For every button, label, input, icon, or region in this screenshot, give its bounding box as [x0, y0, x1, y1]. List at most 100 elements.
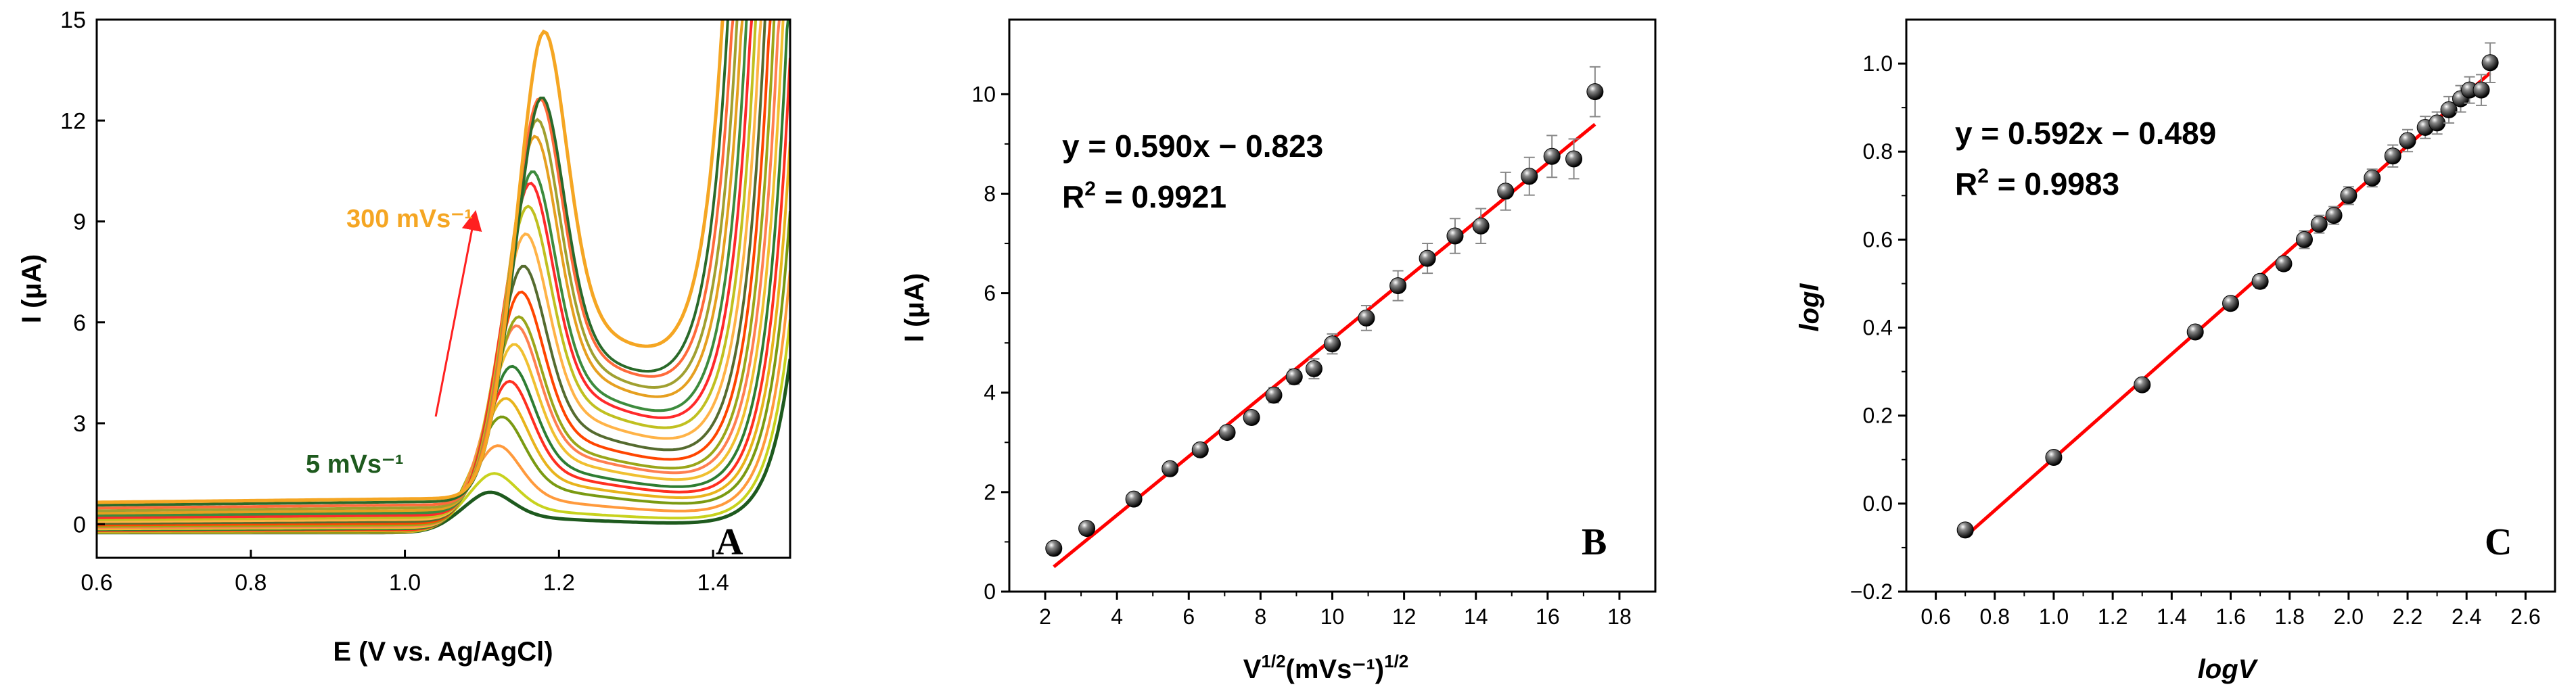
data-point [1162, 460, 1179, 477]
panel-c-plot-frame [1905, 18, 2556, 593]
data-point [2481, 54, 2499, 72]
cv-curve [97, 20, 758, 521]
panel-label-a: A [716, 521, 743, 563]
data-point [2275, 255, 2293, 272]
panel-c-x-tick-label: 2.0 [2334, 604, 2364, 629]
panel-b-xlabel-unit: (mVs⁻¹) [1286, 654, 1385, 684]
data-point [2364, 169, 2381, 187]
data-point [1243, 409, 1260, 427]
panel-b-x-tick-label: 14 [1464, 604, 1488, 629]
annotation-300-mvs: 300 mVs⁻¹ [346, 205, 473, 233]
cv-curve [97, 20, 754, 519]
panel-b-plot-frame [1008, 18, 1657, 593]
data-point [1358, 309, 1375, 327]
data-point [1305, 360, 1322, 377]
scan-direction-arrow [434, 210, 482, 417]
data-point [1521, 168, 1538, 185]
panel-c-x-tick-label: 2.4 [2452, 604, 2481, 629]
panel-b-r2-label: R [1062, 179, 1084, 214]
panel-b-x-tick-label: 10 [1320, 604, 1345, 629]
panel-b-xlabel-sup: 1/2 [1261, 651, 1285, 671]
panel-c-x-tick-label: 2.6 [2510, 604, 2540, 629]
panel-a-y-tick-label: 0 [73, 512, 86, 538]
panel-a-x-tick-label: 0.8 [235, 570, 267, 596]
panel-c-y-tick-label: −0.2 [1850, 579, 1893, 604]
data-point [2325, 207, 2343, 224]
panel-b-equation: y = 0.590x − 0.823 [1062, 128, 1323, 164]
panel-b-r2-sup: 2 [1084, 178, 1096, 200]
panel-b-y-tick-label: 0 [984, 579, 996, 604]
panel-b-x-tick-label: 2 [1039, 604, 1051, 629]
panel-b-y-tick-label: 2 [984, 480, 996, 504]
panel-c-y-axis-label: logI [1795, 283, 1824, 332]
data-point [1125, 490, 1143, 508]
panel-b-ticks: 2 4 6 8 10 12 14 16 18 0 2 4 6 8 10 [971, 82, 1631, 629]
panel-c-data-points [1956, 42, 2499, 539]
panel-b-x-tick-label: 12 [1392, 604, 1417, 629]
panel-b-x-tick-label: 16 [1536, 604, 1560, 629]
cv-curve [97, 20, 724, 504]
panel-c-x-tick-label: 0.6 [1920, 604, 1950, 629]
panel-c-logi-vs-logv: 0.6 0.8 1.0 1.2 1.4 1.6 1.8 2.0 2.2 2.4 2.6 −0.2 0.0… [1795, 18, 2556, 684]
panel-a-y-axis-label: I (μA) [17, 254, 47, 323]
data-point [1472, 217, 1490, 235]
data-point [2429, 114, 2446, 132]
data-point [2134, 376, 2151, 394]
panel-a-y-tick-label: 15 [60, 7, 86, 33]
data-point [2399, 132, 2416, 149]
panel-c-x-axis-label: logV [2198, 654, 2259, 684]
data-point [1285, 368, 1303, 385]
panel-c-y-tick-label: 0.6 [1863, 227, 1893, 252]
panel-c-x-tick-label: 2.2 [2393, 604, 2422, 629]
panel-c-x-tick-label: 1.8 [2274, 604, 2304, 629]
panel-c-r2-sup: 2 [1977, 165, 1989, 187]
panel-c-y-tick-label: 0.4 [1863, 316, 1893, 340]
panel-a-y-tick-label: 12 [60, 108, 86, 134]
cv-curve [97, 20, 748, 517]
data-point [2384, 147, 2401, 165]
cv-curves-group [97, 20, 790, 535]
data-point [2251, 272, 2269, 290]
panel-b-i-vs-sqrt-v: 2 4 6 8 10 12 14 16 18 0 2 4 6 8 10 y = 0.590x − 0.823… [900, 18, 1657, 684]
panel-c-y-tick-label: 0.2 [1863, 404, 1893, 428]
panel-b-x-axis-label: V1/2(mVs⁻¹)1/2 [1243, 651, 1409, 684]
panel-c-equation: y = 0.592x − 0.489 [1955, 116, 2216, 151]
data-point [2310, 216, 2328, 233]
panel-b-x-tick-label: 18 [1607, 604, 1632, 629]
cv-curve [97, 20, 766, 525]
cv-curve [97, 20, 744, 515]
cv-curve [97, 20, 772, 527]
cv-curve [97, 20, 790, 531]
panel-b-y-tick-label: 6 [984, 281, 996, 306]
panel-c-x-tick-label: 0.8 [1980, 604, 2010, 629]
panel-c-x-tick-label: 1.2 [2098, 604, 2128, 629]
data-point [2440, 101, 2458, 118]
panel-c-y-tick-label: 0.8 [1863, 139, 1893, 164]
cv-curve [97, 20, 762, 523]
panel-label-c: C [2485, 521, 2512, 563]
panel-b-y-axis-label: I (μA) [900, 273, 929, 342]
panel-b-y-tick-label: 8 [984, 181, 996, 206]
panel-b-x-tick-label: 8 [1254, 604, 1266, 629]
data-point [1586, 83, 1604, 101]
panel-c-x-tick-label: 1.4 [2157, 604, 2186, 629]
data-point [1078, 520, 1096, 538]
panel-c-y-tick-label: 1.0 [1863, 51, 1893, 76]
data-point [2472, 81, 2490, 99]
panel-a-y-tick-label: 6 [73, 310, 86, 336]
data-point [1324, 335, 1341, 353]
panel-b-r2-value: = 0.9921 [1096, 179, 1226, 214]
panel-b-r-squared: R2 = 0.9921 [1062, 178, 1226, 214]
data-point [2186, 323, 2204, 341]
cv-curve [97, 20, 739, 513]
panel-b-x-tick-label: 6 [1182, 604, 1195, 629]
data-point [2295, 231, 2313, 248]
data-point [2340, 187, 2358, 204]
panel-c-r2-value: = 0.9983 [1989, 166, 2119, 201]
panel-b-xlabel-unit-sup: 1/2 [1384, 651, 1408, 671]
data-point [2222, 295, 2239, 312]
cv-curve [97, 20, 735, 510]
data-point [1389, 277, 1407, 295]
data-point [2045, 449, 2063, 467]
